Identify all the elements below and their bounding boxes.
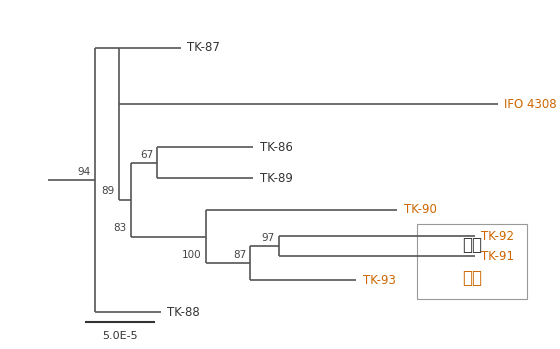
Text: TK-90: TK-90 bbox=[404, 203, 437, 216]
Text: TK-88: TK-88 bbox=[167, 306, 200, 319]
Text: 67: 67 bbox=[140, 149, 153, 159]
Text: 83: 83 bbox=[113, 223, 126, 233]
Text: 黒麹: 黒麹 bbox=[462, 236, 482, 254]
Text: 97: 97 bbox=[262, 233, 274, 243]
Text: 87: 87 bbox=[233, 250, 246, 260]
Text: TK-86: TK-86 bbox=[260, 141, 292, 154]
Text: TK-87: TK-87 bbox=[187, 41, 220, 54]
Text: 白麹: 白麹 bbox=[462, 269, 482, 287]
Text: 100: 100 bbox=[182, 250, 202, 260]
Text: IFO 4308: IFO 4308 bbox=[504, 98, 557, 111]
Text: TK-89: TK-89 bbox=[260, 172, 292, 185]
Text: TK-91: TK-91 bbox=[481, 250, 514, 263]
Text: 5.0E-5: 5.0E-5 bbox=[102, 331, 138, 341]
FancyBboxPatch shape bbox=[417, 224, 528, 299]
Text: 89: 89 bbox=[101, 186, 114, 196]
Text: TK-93: TK-93 bbox=[363, 274, 396, 287]
Text: TK-92: TK-92 bbox=[481, 230, 514, 243]
Text: 94: 94 bbox=[77, 166, 91, 177]
